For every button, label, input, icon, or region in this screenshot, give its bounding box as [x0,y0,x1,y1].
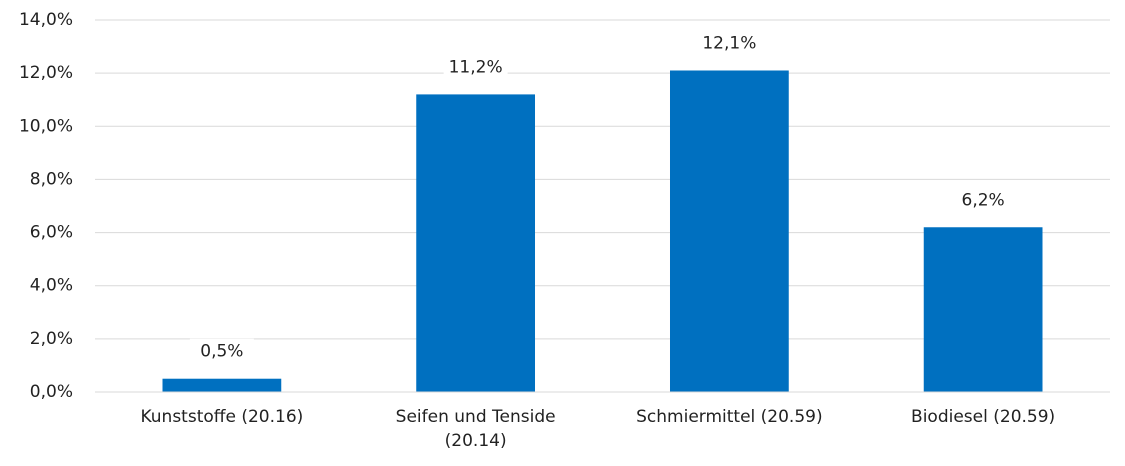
y-tick-label: 4,0% [30,276,73,296]
x-tick-label: Kunststoffe (20.16) [140,407,304,427]
value-label: 0,5% [200,342,243,362]
bar [416,94,536,393]
y-tick-label: 12,0% [19,63,73,83]
y-tick-label: 14,0% [19,10,73,30]
x-tick-label: Schmiermittel (20.59) [636,407,823,427]
y-tick-label: 10,0% [19,116,73,136]
value-label-bg [697,30,762,57]
bar [162,378,282,392]
y-tick-label: 6,0% [30,223,73,243]
value-label-bg [189,338,254,365]
value-label: 11,2% [449,57,503,77]
value-label-bg [443,54,508,81]
y-tick-label: 2,0% [30,329,73,349]
y-tick-label: 0,0% [30,382,73,402]
y-tick-label: 8,0% [30,169,73,189]
value-label-bg [951,187,1016,214]
value-label: 12,1% [702,33,756,53]
x-tick-label: Seifen und Tenside (20.14) [395,407,556,451]
x-tick-label: Biodiesel (20.59) [911,407,1056,427]
bar [669,70,789,392]
bar [923,227,1043,392]
value-label: 6,2% [962,190,1005,210]
